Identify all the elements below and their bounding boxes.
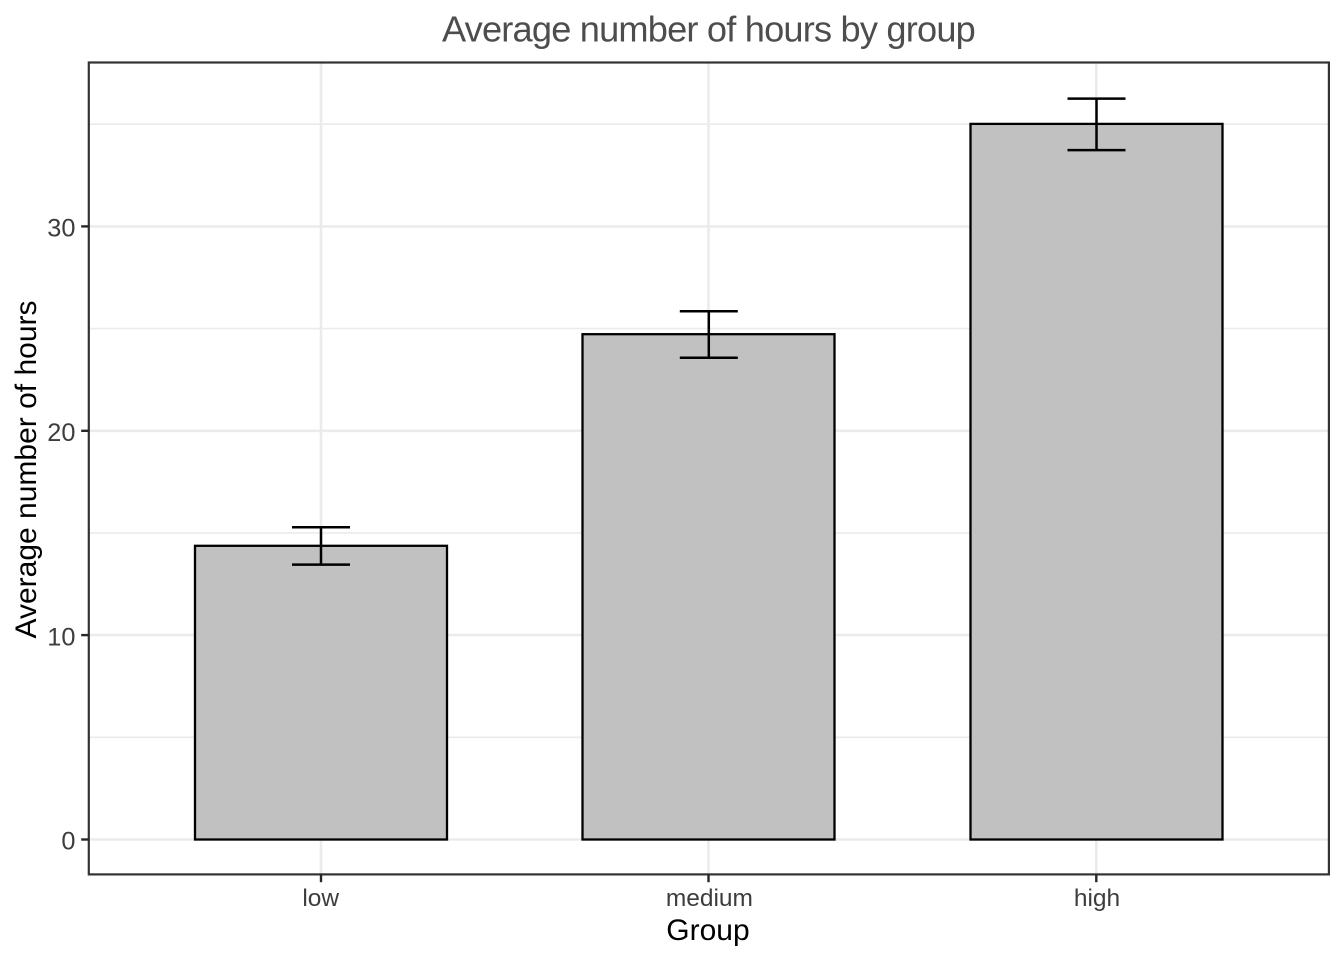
svg-text:20: 20 (47, 419, 75, 447)
svg-text:30: 30 (47, 215, 75, 243)
svg-text:Average number of hours by gro: Average number of hours by group (442, 9, 975, 50)
svg-text:0: 0 (61, 828, 75, 856)
svg-text:Group: Group (666, 914, 749, 947)
svg-text:high: high (1074, 885, 1120, 912)
svg-text:medium: medium (666, 885, 753, 912)
svg-text:low: low (302, 885, 339, 912)
svg-text:10: 10 (47, 623, 75, 651)
svg-text:Average number of hours: Average number of hours (10, 301, 43, 639)
